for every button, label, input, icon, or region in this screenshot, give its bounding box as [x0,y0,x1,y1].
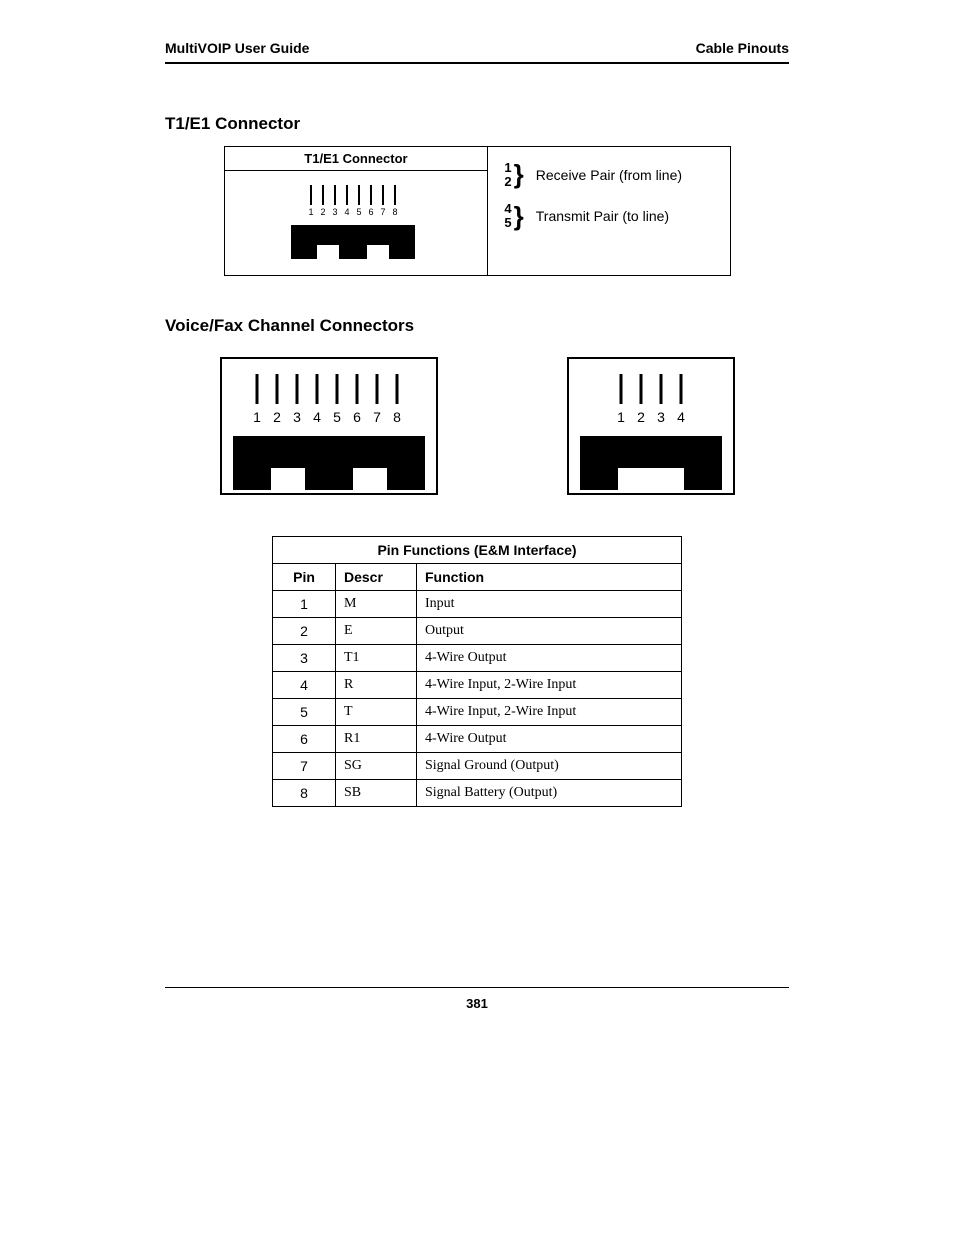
svg-text:4: 4 [677,409,685,425]
svg-text:3: 3 [332,207,337,217]
descr-cell: E [336,618,417,645]
svg-text:1: 1 [253,409,261,425]
svg-text:7: 7 [373,409,381,425]
t1e1-box-title: T1/E1 Connector [225,147,488,171]
pair-num: 4 [504,202,511,216]
t1e1-right-panel: 1 2 } Receive Pair (from line) 4 5 } Tra… [488,147,729,275]
page-header: MultiVOIP User Guide Cable Pinouts [165,40,789,64]
svg-text:2: 2 [273,409,281,425]
transmit-pair-nums: 4 5 [504,202,511,229]
pair-num: 2 [504,175,511,189]
vf-section-title: Voice/Fax Channel Connectors [165,316,789,336]
pin-cell: 2 [273,618,336,645]
pin-cell: 7 [273,753,336,780]
table-title-row: Pin Functions (E&M Interface) [273,537,682,564]
table-row: 6 R1 4-Wire Output [273,726,682,753]
svg-text:2: 2 [637,409,645,425]
rj45-connector-icon: 1 2 3 4 5 6 7 8 [281,181,431,261]
svg-text:1: 1 [617,409,625,425]
svg-text:8: 8 [393,409,401,425]
pin-cell: 3 [273,645,336,672]
descr-cell: SB [336,780,417,807]
descr-cell: M [336,591,417,618]
func-cell: 4-Wire Input, 2-Wire Input [417,699,682,726]
table-row: 4 R 4-Wire Input, 2-Wire Input [273,672,682,699]
rj45-large-connector-icon: 1 2 3 4 5 6 7 8 [219,356,439,496]
func-cell: 4-Wire Output [417,645,682,672]
t1e1-connector-wrap: 1 2 3 4 5 6 7 8 [225,171,488,275]
pair-num: 5 [504,216,511,230]
svg-text:5: 5 [356,207,361,217]
svg-text:6: 6 [353,409,361,425]
transmit-pair-label: Transmit Pair (to line) [536,208,669,224]
page-number: 381 [165,987,789,1011]
table-row: 7 SG Signal Ground (Output) [273,753,682,780]
func-cell: Signal Battery (Output) [417,780,682,807]
vf-connectors-wrap: 1 2 3 4 5 6 7 8 1 2 3 [165,356,789,496]
pin-cell: 5 [273,699,336,726]
descr-cell: T1 [336,645,417,672]
func-cell: 4-Wire Output [417,726,682,753]
svg-text:3: 3 [293,409,301,425]
pin-cell: 1 [273,591,336,618]
brace-icon: } [514,206,524,227]
svg-text:4: 4 [344,207,349,217]
table-title: Pin Functions (E&M Interface) [273,537,682,564]
page: MultiVOIP User Guide Cable Pinouts T1/E1… [0,0,954,1051]
svg-text:4: 4 [313,409,321,425]
header-right: Cable Pinouts [696,40,789,56]
table-header-row: Pin Descr Function [273,564,682,591]
header-left: MultiVOIP User Guide [165,40,309,56]
svg-text:8: 8 [392,207,397,217]
pin-cell: 6 [273,726,336,753]
func-cell: Signal Ground (Output) [417,753,682,780]
svg-text:3: 3 [657,409,665,425]
descr-cell: T [336,699,417,726]
col-func: Function [417,564,682,591]
descr-cell: R1 [336,726,417,753]
pin-cell: 8 [273,780,336,807]
rj11-connector-icon: 1 2 3 4 [566,356,736,496]
pin-functions-table: Pin Functions (E&M Interface) Pin Descr … [272,536,682,807]
svg-text:5: 5 [333,409,341,425]
col-pin: Pin [273,564,336,591]
table-row: 8 SB Signal Battery (Output) [273,780,682,807]
descr-cell: SG [336,753,417,780]
pin-cell: 4 [273,672,336,699]
table-row: 5 T 4-Wire Input, 2-Wire Input [273,699,682,726]
transmit-pair-row: 4 5 } Transmit Pair (to line) [504,202,719,229]
col-descr: Descr [336,564,417,591]
table-row: 1 M Input [273,591,682,618]
svg-text:2: 2 [320,207,325,217]
func-cell: Input [417,591,682,618]
svg-text:7: 7 [380,207,385,217]
table-row: 3 T1 4-Wire Output [273,645,682,672]
t1e1-left-panel: T1/E1 Connector [225,147,489,275]
t1e1-section-title: T1/E1 Connector [165,114,789,134]
svg-text:6: 6 [368,207,373,217]
func-cell: Output [417,618,682,645]
pair-num: 1 [504,161,511,175]
receive-pair-nums: 1 2 [504,161,511,188]
t1e1-box: T1/E1 Connector [224,146,731,276]
descr-cell: R [336,672,417,699]
table-row: 2 E Output [273,618,682,645]
receive-pair-row: 1 2 } Receive Pair (from line) [504,161,719,188]
func-cell: 4-Wire Input, 2-Wire Input [417,672,682,699]
svg-text:1: 1 [308,207,313,217]
brace-icon: } [514,164,524,185]
receive-pair-label: Receive Pair (from line) [536,167,682,183]
